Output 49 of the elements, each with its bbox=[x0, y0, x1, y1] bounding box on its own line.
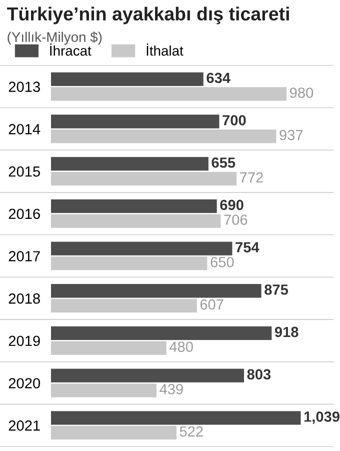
y-tick-label: 2013 bbox=[8, 82, 40, 92]
bar bbox=[51, 114, 220, 128]
data-label: 700 bbox=[222, 115, 246, 126]
y-tick-label: 2021 bbox=[8, 420, 40, 431]
bar bbox=[51, 130, 276, 144]
chart-title: Türkiye’nin ayakkabı dış ticareti bbox=[7, 6, 289, 24]
data-label: 918 bbox=[274, 326, 298, 338]
legend-label: İhracat bbox=[50, 44, 92, 56]
y-tick-label: 2014 bbox=[8, 124, 40, 134]
data-label: 937 bbox=[280, 130, 303, 140]
bar bbox=[51, 157, 208, 171]
y-tick-label: 2020 bbox=[8, 378, 40, 388]
bar bbox=[51, 256, 208, 270]
bar bbox=[51, 326, 272, 340]
y-tick-label: 2015 bbox=[8, 166, 40, 177]
bar bbox=[51, 199, 217, 214]
bar bbox=[51, 426, 176, 440]
data-label: 980 bbox=[290, 88, 314, 98]
y-tick-label: 2018 bbox=[8, 293, 40, 304]
bar bbox=[51, 87, 287, 101]
bar bbox=[51, 411, 301, 425]
data-label: 875 bbox=[264, 284, 288, 295]
bar bbox=[51, 368, 244, 382]
data-label: 706 bbox=[224, 214, 248, 225]
y-tick-label: 2016 bbox=[8, 208, 40, 220]
data-label: 634 bbox=[206, 72, 230, 84]
data-label: 772 bbox=[240, 172, 263, 182]
bar bbox=[51, 384, 157, 398]
data-label: 480 bbox=[169, 342, 193, 352]
y-tick-label: 2017 bbox=[8, 251, 40, 262]
chart-subtitle: (Yıllık-Milyon $) bbox=[8, 32, 102, 45]
data-label: 690 bbox=[220, 200, 244, 210]
y-tick-label: 2019 bbox=[8, 336, 40, 346]
data-label: 754 bbox=[236, 242, 260, 252]
data-label: 655 bbox=[212, 157, 236, 168]
bar bbox=[51, 284, 262, 298]
data-label: 522 bbox=[180, 426, 203, 437]
data-label: 607 bbox=[200, 299, 224, 310]
data-label: 439 bbox=[160, 384, 183, 394]
bar bbox=[51, 242, 232, 256]
bar bbox=[51, 341, 166, 355]
data-label: 1,039 bbox=[304, 411, 340, 424]
legend-label: İthalat bbox=[146, 44, 184, 56]
data-label: 803 bbox=[247, 369, 271, 380]
data-label: 650 bbox=[210, 256, 234, 268]
bar bbox=[51, 172, 237, 186]
bar bbox=[51, 214, 221, 228]
bar bbox=[51, 72, 204, 86]
bar bbox=[51, 298, 197, 313]
